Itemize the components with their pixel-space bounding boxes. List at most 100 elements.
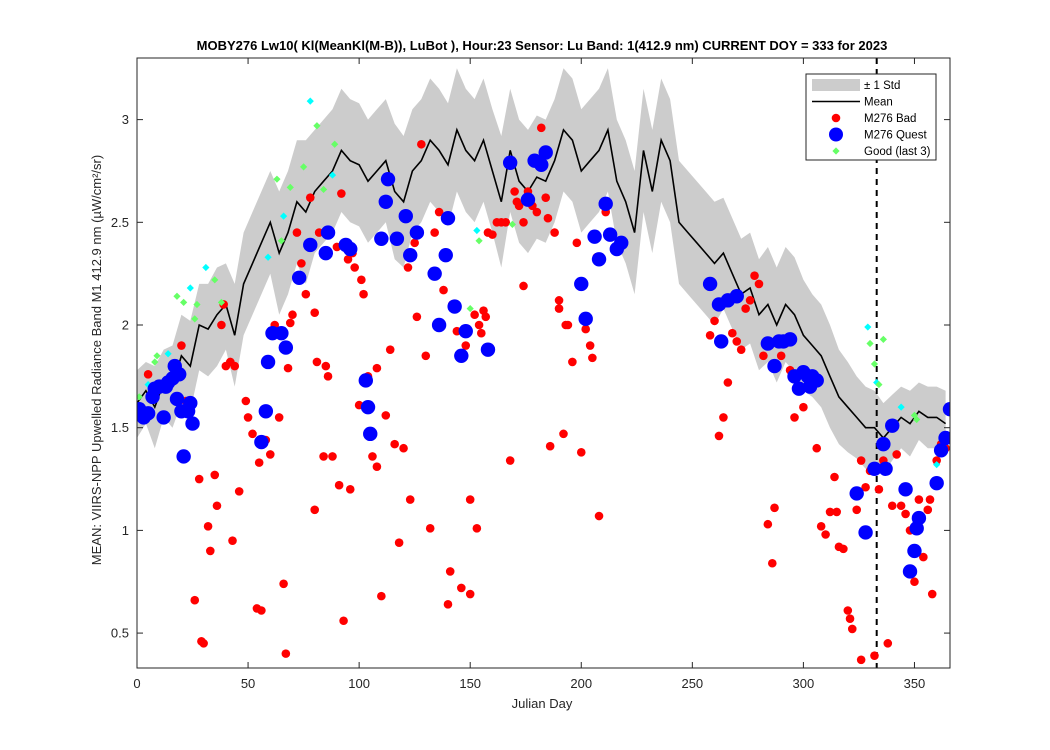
quest-point (714, 334, 729, 349)
quest-point (458, 323, 473, 339)
quest-point (427, 266, 442, 281)
good-point (153, 352, 161, 360)
bad-point (212, 501, 222, 511)
quest-point (907, 543, 922, 559)
quest-point (447, 299, 462, 314)
quest-point (156, 410, 171, 425)
bad-point (554, 304, 564, 313)
std-band-area (137, 68, 946, 473)
bad-point (559, 429, 568, 439)
good-point (875, 380, 883, 389)
bad-point (350, 263, 359, 272)
bad-point (545, 441, 555, 451)
plot-frame (136, 57, 951, 669)
bad-point (714, 431, 724, 441)
bad-point (381, 411, 391, 420)
bad-point (434, 207, 444, 217)
quest-point (574, 276, 589, 292)
quest-point (520, 192, 536, 207)
bad-point (541, 193, 551, 202)
bad-point (394, 538, 404, 548)
quest-point (431, 317, 447, 333)
quest-point (318, 245, 334, 261)
bad-point (861, 482, 870, 492)
good-point (273, 175, 281, 183)
bad-point (425, 524, 435, 533)
bad-point (343, 254, 353, 264)
quest-point (258, 404, 274, 419)
bad-point (143, 369, 153, 379)
bad-point (776, 351, 786, 361)
bad-point (405, 495, 415, 504)
bad-point (594, 511, 604, 521)
bad-point (412, 312, 422, 322)
bad-point (750, 271, 759, 281)
quest-point (538, 145, 553, 160)
legend-label: M276 Bad (864, 113, 916, 125)
quest-point (876, 436, 891, 452)
legend-band-swatch (812, 79, 860, 91)
good-point (186, 284, 194, 292)
quest-point (274, 326, 289, 341)
bad-point (297, 259, 306, 268)
quest-point (782, 332, 798, 347)
bad-point (510, 187, 519, 196)
bad-point (403, 263, 413, 272)
bad-point (821, 530, 830, 539)
quest-point (502, 155, 518, 170)
bad-point (190, 595, 200, 605)
quest-point (254, 434, 269, 450)
bad-point (732, 337, 742, 346)
bad-point (763, 519, 773, 529)
bad-point (194, 474, 204, 484)
quest-point (578, 311, 593, 327)
bad-point (852, 505, 862, 515)
bad-point (532, 207, 542, 217)
bad-point (754, 279, 764, 289)
legend-label: ± 1 Std (864, 80, 900, 92)
bad-point (923, 505, 933, 515)
legend-quest-swatch (829, 127, 843, 142)
good-point (164, 350, 172, 358)
bad-point (439, 285, 448, 295)
bad-point (554, 296, 564, 305)
bad-point (759, 351, 768, 361)
y-tick-label: 2.5 (111, 215, 129, 230)
good-point (475, 237, 483, 245)
bad-point (339, 616, 348, 626)
quest-point (183, 395, 198, 411)
bad-point (519, 281, 528, 291)
bad-point (279, 579, 288, 589)
bad-point (514, 201, 524, 211)
quest-point (291, 270, 307, 285)
good-point (331, 140, 339, 148)
bad-point (563, 320, 573, 330)
good-point (313, 122, 321, 130)
legend-label: M276 Quest (864, 130, 927, 142)
quest-point (398, 208, 413, 224)
bad-point (230, 361, 240, 371)
bad-point (847, 624, 857, 634)
bad-point (839, 544, 848, 554)
good-point (879, 335, 887, 343)
bad-point (767, 558, 777, 568)
good-point (319, 185, 328, 194)
bad-point (856, 655, 866, 665)
good-point (202, 263, 210, 272)
bad-point (705, 330, 715, 340)
bad-point (550, 228, 559, 237)
x-tick-label: 200 (570, 676, 592, 691)
good-point (473, 226, 481, 235)
y-tick-label: 1.5 (111, 420, 129, 435)
bad-point (417, 139, 426, 149)
quest-point (911, 510, 927, 526)
quest-point (374, 231, 389, 246)
bad-point (910, 577, 919, 587)
x-tick-label: 100 (348, 676, 370, 691)
good-point (933, 461, 941, 469)
bad-point (927, 589, 937, 599)
quest-point (389, 231, 405, 246)
good-point (144, 380, 152, 389)
quest-point (440, 211, 456, 226)
